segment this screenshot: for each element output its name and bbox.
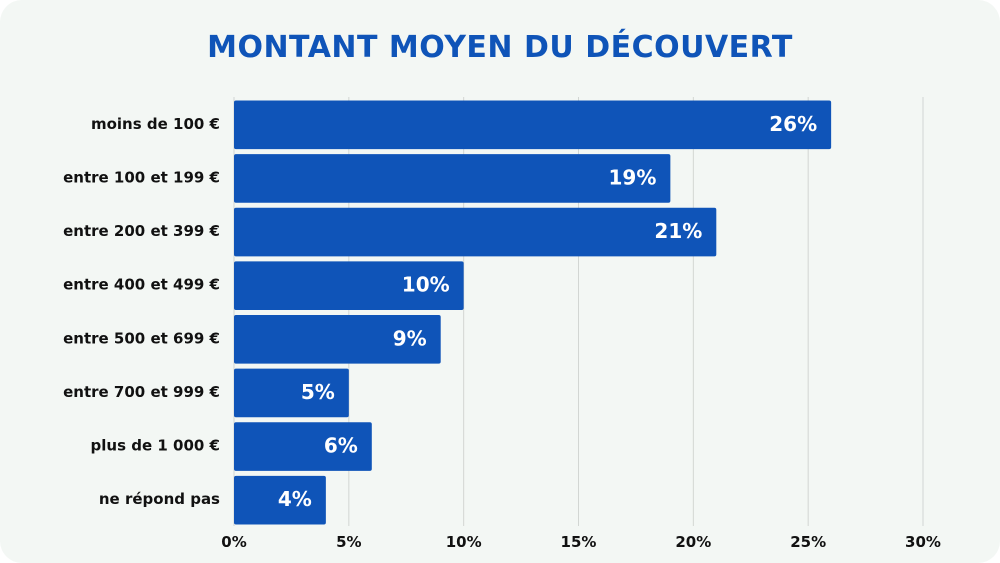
bar [234, 154, 671, 203]
value-label: 6% [324, 434, 358, 458]
bar [234, 422, 372, 471]
value-label: 9% [393, 326, 427, 350]
value-label: 4% [278, 487, 312, 511]
x-tick-label: 5% [336, 533, 361, 551]
value-label: 5% [301, 380, 335, 404]
x-tick-label: 20% [675, 533, 711, 551]
category-label: entre 100 et 199 € [63, 168, 220, 186]
x-tick-label: 30% [905, 533, 941, 551]
bar [234, 368, 349, 418]
x-tick-label: 25% [790, 533, 826, 551]
bar [234, 315, 441, 364]
category-label: plus de 1 000 € [91, 437, 220, 455]
value-label: 21% [654, 219, 702, 243]
category-label: entre 200 et 399 € [63, 222, 220, 240]
chart-title: MONTANT MOYEN DU DÉCOUVERT [207, 30, 793, 65]
x-tick-label: 15% [561, 533, 597, 551]
category-label: entre 500 et 699 € [63, 329, 220, 347]
x-tick-label: 10% [446, 533, 482, 551]
bar [234, 261, 464, 310]
category-label: entre 400 et 499 € [63, 276, 220, 294]
category-label: ne répond pas [99, 490, 220, 508]
category-label: entre 700 et 999 € [63, 383, 220, 401]
category-label: moins de 100 € [91, 115, 220, 133]
x-tick-label: 0% [221, 533, 246, 551]
bar [234, 207, 717, 257]
value-label: 19% [608, 165, 656, 189]
value-label: 26% [769, 112, 817, 136]
value-label: 10% [402, 273, 450, 297]
bar [234, 100, 832, 150]
bar [234, 475, 326, 525]
